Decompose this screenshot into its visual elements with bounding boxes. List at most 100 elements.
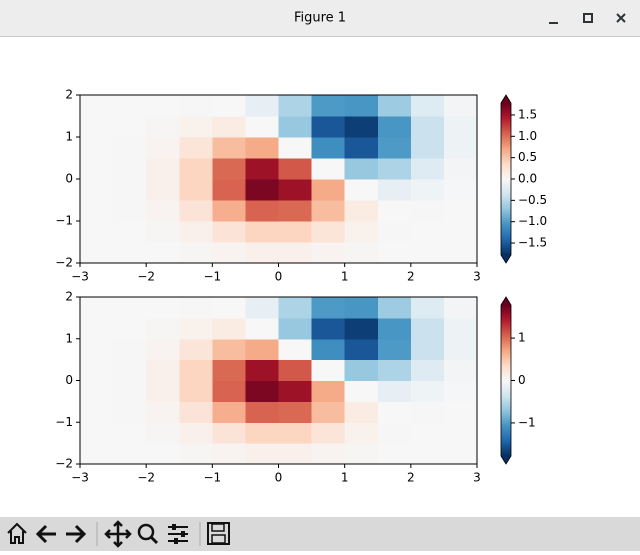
- colorbar-tick-label: 1.0: [518, 129, 537, 143]
- heatmap-cell: [344, 242, 379, 264]
- heatmap-cell: [146, 380, 180, 402]
- heatmap-cell: [311, 338, 346, 361]
- save-button[interactable]: [207, 522, 230, 545]
- y-tick-label: 1: [65, 130, 73, 144]
- heatmap-cell: [377, 95, 412, 117]
- heatmap-cell: [212, 443, 247, 465]
- heatmap-cell: [278, 200, 313, 222]
- heatmap-cell: [278, 359, 313, 382]
- heatmap-cell: [212, 116, 247, 138]
- heatmap-cell: [80, 380, 114, 402]
- heatmap-cell: [311, 242, 346, 264]
- colorbar-extend-max: [501, 297, 511, 305]
- heatmap-cell: [113, 422, 147, 444]
- heatmap-cell: [410, 116, 445, 138]
- colorbar-tick-label: 0.5: [518, 150, 537, 164]
- heatmap-cell: [377, 179, 412, 201]
- heatmap-cell: [278, 297, 313, 319]
- x-tick-label: 2: [407, 471, 415, 485]
- heatmap-cell: [80, 95, 114, 117]
- heatmap-cell: [311, 95, 346, 117]
- y-tick-label: −2: [55, 256, 73, 270]
- heatmap-cell: [212, 338, 247, 361]
- heatmap-cell: [377, 137, 412, 159]
- heatmap-cell: [245, 359, 280, 382]
- heatmap-cell: [278, 338, 313, 361]
- heatmap-cell: [311, 221, 346, 243]
- heatmap-cell: [311, 359, 346, 382]
- heatmap-cell: [113, 200, 147, 222]
- x-tick-label: −3: [71, 270, 89, 284]
- heatmap-cell: [344, 297, 379, 319]
- pan-button[interactable]: [104, 520, 132, 548]
- heatmap-cell: [245, 317, 280, 340]
- heatmap-cell: [311, 179, 346, 201]
- y-tick-label: 0: [65, 172, 73, 186]
- heatmap-cell: [80, 422, 114, 444]
- heatmap-cell: [377, 317, 412, 340]
- heatmap-cell: [113, 137, 147, 159]
- colorbar: [501, 103, 511, 255]
- heatmap-cell: [377, 242, 412, 264]
- window-title: Figure 1: [294, 11, 346, 26]
- heatmap-cell: [80, 200, 114, 222]
- heatmap-cell: [245, 221, 280, 243]
- heatmap-cell: [212, 95, 247, 117]
- home-button[interactable]: [7, 522, 27, 544]
- x-tick-label: −3: [71, 471, 89, 485]
- x-tick-label: 3: [473, 471, 481, 485]
- y-tick-label: −2: [55, 457, 73, 471]
- zoom-button[interactable]: [137, 523, 159, 545]
- heatmap-cell: [410, 95, 445, 117]
- heatmap-cell: [212, 317, 247, 340]
- close-button[interactable]: [616, 13, 626, 23]
- heatmap-cell: [443, 380, 478, 402]
- heatmap-cell: [245, 179, 280, 201]
- forward-button[interactable]: [66, 524, 87, 544]
- x-tick-label: −1: [203, 471, 221, 485]
- configure-button[interactable]: [168, 524, 188, 544]
- heatmap-cell: [278, 116, 313, 138]
- colorbar-outline: [500, 94, 512, 264]
- heatmap-cell: [377, 297, 412, 319]
- heatmap-cell: [80, 443, 114, 465]
- heatmap-cell: [311, 422, 346, 444]
- maximize-button[interactable]: [583, 13, 593, 23]
- heatmap-cell: [344, 401, 379, 423]
- heatmap-cell: [212, 200, 247, 222]
- heatmap-cell: [377, 158, 412, 180]
- heatmap-cell: [311, 116, 346, 138]
- heatmap-cell: [344, 200, 379, 222]
- heatmap-cell: [443, 338, 478, 361]
- x-tick-label: 0: [275, 270, 283, 284]
- heatmap-cell: [410, 317, 445, 340]
- x-tick-label: 1: [341, 270, 349, 284]
- heatmap-cell: [410, 179, 445, 201]
- heatmap-cell: [80, 221, 114, 243]
- heatmap-cell: [80, 317, 114, 340]
- colorbar-tick-label: 1.5: [518, 107, 537, 121]
- heatmap-cell: [344, 221, 379, 243]
- heatmap-cell: [410, 401, 445, 423]
- heatmap-cell: [377, 443, 412, 465]
- heatmap-cell: [179, 221, 213, 243]
- heatmap-cell: [344, 380, 379, 402]
- heatmap-cell: [311, 137, 346, 159]
- x-tick-label: −1: [203, 270, 221, 284]
- heatmap-cell: [245, 338, 280, 361]
- heatmap-cell: [377, 401, 412, 423]
- heatmap-cell: [443, 137, 478, 159]
- heatmap-cell: [212, 221, 247, 243]
- heatmap-cell: [344, 95, 379, 117]
- colorbar-extend-min: [501, 456, 511, 464]
- back-button[interactable]: [35, 524, 56, 544]
- heatmap-cell: [113, 401, 147, 423]
- heatmap-cell: [443, 95, 478, 117]
- heatmap-cell: [146, 422, 180, 444]
- heatmap-cell: [443, 158, 478, 180]
- heatmap-cell: [113, 221, 147, 243]
- heatmap-cell: [179, 297, 213, 319]
- heatmap-cell: [377, 200, 412, 222]
- heatmap-cell: [212, 297, 247, 319]
